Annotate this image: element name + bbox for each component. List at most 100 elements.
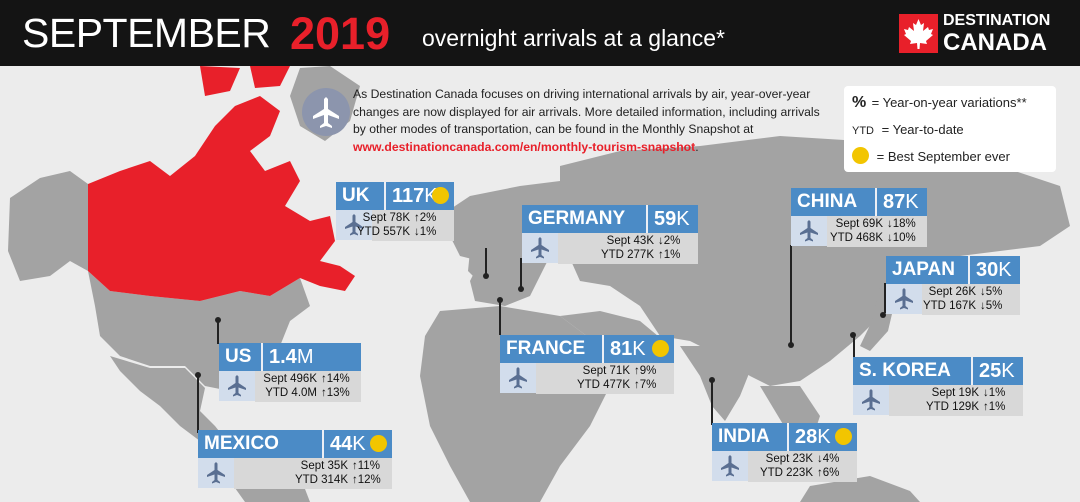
china-dot	[788, 342, 794, 348]
world-map	[8, 66, 1070, 502]
india-dot	[709, 377, 715, 383]
sept-value: Sept 23K	[765, 453, 813, 465]
star-icon	[432, 187, 449, 204]
ytd-change: ↑6%	[817, 467, 840, 479]
market-stats: Sept 78K ↑2% YTD 557K ↓1%	[357, 210, 454, 241]
market-total-value: 59	[654, 208, 677, 230]
japan-pin	[884, 283, 886, 313]
korea-dot	[850, 332, 856, 338]
market-stats: Sept 23K ↓4% YTD 223K ↑6%	[748, 451, 857, 482]
market-total-unit: K	[1001, 360, 1015, 382]
market-name: CHINA	[791, 188, 875, 216]
market-total-unit: K	[817, 426, 831, 448]
market-stats: Sept 43K ↓2% YTD 277K ↑1%	[558, 233, 698, 264]
sept-value: Sept 19K	[931, 387, 979, 399]
legend-row-ytd: YTD = Year-to-date	[852, 122, 964, 137]
market-total: 1.4M	[261, 343, 361, 371]
star-icon	[852, 147, 869, 164]
france-pin	[499, 300, 501, 335]
intro-tail: .	[695, 140, 699, 155]
market-name: UK	[336, 182, 384, 210]
india-pin	[711, 380, 713, 425]
ytd-value: YTD 557K	[356, 226, 410, 238]
market-stats: Sept 69K ↓18% YTD 468K ↓10%	[827, 216, 927, 247]
market-total-unit: K	[676, 208, 690, 230]
ytd-change: ↓1%	[414, 226, 437, 238]
market-name: GERMANY	[522, 205, 646, 233]
legend-ytd-symbol: YTD	[852, 125, 874, 137]
legend-pct-symbol: %	[852, 94, 867, 111]
market-name: FRANCE	[500, 335, 602, 363]
ytd-change: ↓5%	[980, 300, 1003, 312]
plane-icon	[198, 458, 234, 488]
legend-box: % = Year-on-year variations** YTD = Year…	[844, 86, 1056, 172]
sept-change: ↑14%	[321, 373, 350, 385]
intro-text: As Destination Canada focuses on driving…	[353, 86, 823, 157]
mexico-dot	[195, 372, 201, 378]
plane-icon	[500, 363, 536, 393]
sept-change: ↑9%	[634, 365, 657, 377]
market-name: US	[219, 343, 261, 371]
sept-change: ↓1%	[983, 387, 1006, 399]
legend-ytd-text: = Year-to-date	[881, 122, 964, 137]
legend-row-star: = Best September ever	[852, 147, 1010, 164]
ytd-change: ↑12%	[352, 474, 381, 486]
ytd-change: ↑13%	[321, 387, 350, 399]
sept-value: Sept 78K	[362, 212, 410, 224]
sept-change: ↓5%	[980, 286, 1003, 298]
market-name: JAPAN	[886, 256, 968, 284]
sept-value: Sept 71K	[582, 365, 630, 377]
title-month: SEPTEMBER	[22, 10, 271, 56]
ytd-value: YTD 277K	[600, 249, 654, 261]
market-total-unit: K	[632, 338, 646, 360]
market-total-value: 28	[795, 426, 818, 448]
market-total-unit: K	[352, 433, 366, 455]
sept-value: Sept 43K	[606, 235, 654, 247]
ytd-change: ↓10%	[887, 232, 916, 244]
market-total-unit: M	[296, 346, 314, 368]
market-total-value: 44	[330, 433, 353, 455]
legend-star-text: = Best September ever	[876, 149, 1010, 164]
plane-icon	[336, 210, 372, 240]
plane-icon	[791, 216, 827, 246]
japan-dot	[880, 312, 886, 318]
sept-change: ↓2%	[658, 235, 681, 247]
market-total-value: 87	[883, 191, 906, 213]
snapshot-link[interactable]: www.destinationcanada.com/en/monthly-tou…	[353, 140, 696, 155]
logo-line2: CANADA	[943, 29, 1047, 56]
plane-icon	[712, 451, 748, 481]
market-total: 30K	[968, 256, 1020, 284]
mexico-pin	[197, 375, 199, 433]
market-total: 87K	[875, 188, 927, 216]
star-icon	[370, 435, 387, 452]
legend-row-pct: % = Year-on-year variations**	[852, 94, 1027, 112]
star-icon	[652, 340, 669, 357]
header-bar: SEPTEMBER 2019 overnight arrivals at a g…	[0, 0, 1080, 66]
logo-line1: DESTINATION	[943, 12, 1051, 29]
market-stats: Sept 496K ↑14% YTD 4.0M ↑13%	[255, 371, 361, 402]
sept-change: ↑11%	[352, 460, 380, 472]
market-total-value: 30	[976, 259, 999, 281]
ytd-change: ↑1%	[658, 249, 681, 261]
market-total-unit: K	[998, 259, 1012, 281]
sept-change: ↓18%	[887, 218, 916, 230]
plane-icon	[219, 371, 255, 401]
market-name: INDIA	[712, 423, 787, 451]
us-pin	[217, 320, 219, 344]
uk-pin	[485, 248, 487, 276]
market-stats: Sept 19K ↓1% YTD 129K ↑1%	[889, 385, 1023, 416]
sept-value: Sept 35K	[300, 460, 348, 472]
ytd-value: YTD 4.0M	[265, 387, 317, 399]
china-pin	[790, 245, 792, 345]
maple-leaf-icon	[899, 14, 938, 53]
germany-pin	[520, 258, 522, 288]
market-stats: Sept 71K ↑9% YTD 477K ↑7%	[536, 363, 674, 394]
intro-body: As Destination Canada focuses on driving…	[353, 87, 820, 137]
market-total-unit: K	[905, 191, 919, 213]
market-stats: Sept 26K ↓5% YTD 167K ↓5%	[922, 284, 1020, 315]
sept-change: ↓4%	[817, 453, 840, 465]
legend-pct-text: = Year-on-year variations**	[871, 95, 1027, 110]
sept-value: Sept 69K	[835, 218, 883, 230]
uk-dot	[483, 273, 489, 279]
sept-change: ↑2%	[414, 212, 437, 224]
